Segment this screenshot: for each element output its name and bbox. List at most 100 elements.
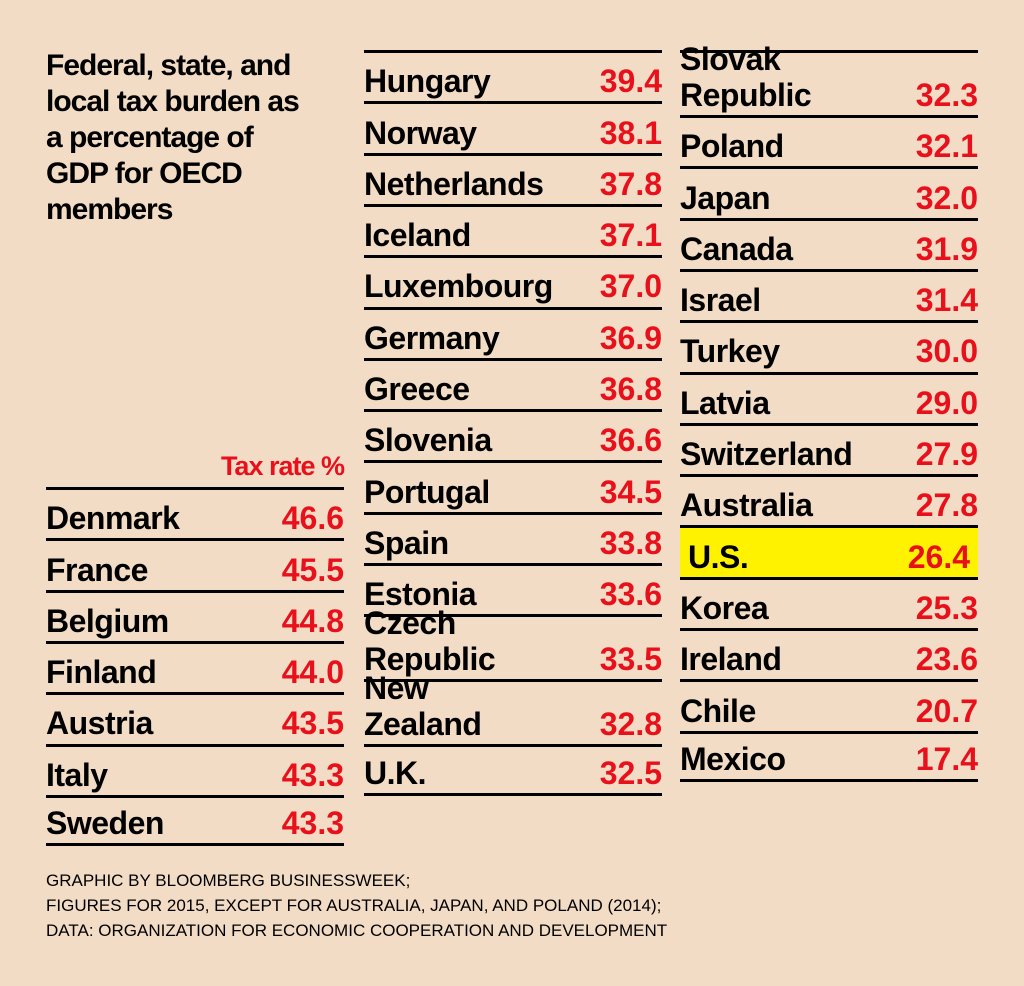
country-name: Switzerland xyxy=(680,436,853,473)
table-row: Belgium 44.8 xyxy=(46,589,344,641)
country-name: Israel xyxy=(680,282,761,319)
table-row: Poland 32.1 xyxy=(680,115,978,166)
country-name: Greece xyxy=(364,371,470,408)
tax-rate-value: 43.3 xyxy=(281,756,344,793)
country-name: France xyxy=(46,551,148,588)
table-row: Greece 36.8 xyxy=(364,357,662,409)
table-row: New Zealand 32.8 xyxy=(364,670,662,744)
country-name: Slovak Republic xyxy=(680,41,812,113)
table-row: Slovenia 36.6 xyxy=(364,409,662,460)
country-name: Turkey xyxy=(680,333,780,370)
table-row: Denmark 46.6 xyxy=(46,487,344,538)
table-row: Slovak Republic 32.3 xyxy=(680,41,978,115)
source-line-1: GRAPHIC BY BLOOMBERG BUSINESSWEEK; xyxy=(46,871,411,890)
country-name: U.K. xyxy=(364,754,427,791)
country-name: Sweden xyxy=(46,805,164,842)
tax-rate-value: 46.6 xyxy=(281,500,344,537)
country-name: U.S. xyxy=(688,538,749,575)
country-name: Italy xyxy=(46,756,108,793)
tax-rate-value: 31.4 xyxy=(915,282,978,319)
tax-rate-value: 32.1 xyxy=(915,128,978,165)
table-column-2: Hungary 39.4 Norway 38.1 Netherlands 37.8 Icel… xyxy=(364,50,662,796)
country-name: Spain xyxy=(364,524,449,561)
country-name: Finland xyxy=(46,654,157,691)
tax-rate-value: 45.5 xyxy=(281,551,344,588)
source-line-2: FIGURES FOR 2015, EXCEPT FOR AUSTRALIA, … xyxy=(46,896,662,915)
country-name: Norway xyxy=(364,114,477,151)
table-row: Australia 27.8 xyxy=(680,474,978,525)
country-name: Denmark xyxy=(46,500,180,537)
tax-rate-value: 20.7 xyxy=(915,692,978,729)
tax-rate-value: 32.0 xyxy=(915,179,978,216)
tax-rate-value: 27.8 xyxy=(915,487,978,524)
tax-rate-value: 29.0 xyxy=(915,384,978,421)
table-column-1: Tax rate % Denmark 46.6 France 45.5 Belgium 4… xyxy=(46,451,345,847)
tax-rate-value: 43.5 xyxy=(281,705,344,742)
country-name: Estonia xyxy=(364,576,477,613)
table-row: Czech Republic 33.5 xyxy=(364,605,662,679)
country-name: Germany xyxy=(364,319,500,356)
table-row: U.K. 32.5 xyxy=(364,744,662,796)
country-name: Australia xyxy=(680,487,813,524)
tax-rate-value: 36.9 xyxy=(599,319,662,356)
tax-rate-value: 37.1 xyxy=(599,217,662,254)
tax-rate-value: 39.4 xyxy=(599,63,662,100)
table-row: Portugal 34.5 xyxy=(364,460,662,511)
tax-rate-value: 17.4 xyxy=(915,740,978,777)
table-row: Israel 31.4 xyxy=(680,268,978,320)
tax-rate-value: 37.0 xyxy=(599,268,662,305)
table-row: Korea 25.3 xyxy=(680,576,978,628)
table-row: Iceland 37.1 xyxy=(364,203,662,255)
tax-rate-value: 27.9 xyxy=(915,436,978,473)
tax-rate-value: 44.8 xyxy=(281,602,344,639)
table-row: Finland 44.0 xyxy=(46,640,344,692)
country-name: Mexico xyxy=(680,740,786,777)
country-name: Canada xyxy=(680,230,793,267)
country-name: Poland xyxy=(680,128,784,165)
table-row: Latvia 29.0 xyxy=(680,371,978,423)
table-row: Chile 20.7 xyxy=(680,679,978,730)
table-row: Japan 32.0 xyxy=(680,166,978,217)
table-row: Ireland 23.6 xyxy=(680,628,978,679)
tax-rate-value: 25.3 xyxy=(915,589,978,626)
country-name: Latvia xyxy=(680,384,770,421)
country-name: Slovenia xyxy=(364,422,492,459)
tax-rate-value: 34.5 xyxy=(599,473,662,510)
country-name: Luxembourg xyxy=(364,268,553,305)
country-name: Austria xyxy=(46,705,153,742)
table-row: Turkey 30.0 xyxy=(680,320,978,371)
table-row: Mexico 17.4 xyxy=(680,730,978,782)
tax-rate-value: 43.3 xyxy=(281,805,344,842)
table-row: Canada 31.9 xyxy=(680,217,978,269)
table-column-3: Slovak Republic 32.3 Poland 32.1 Japan 32.0 Ca… xyxy=(680,41,978,782)
table-row: Luxembourg 37.0 xyxy=(364,255,662,306)
source-line-3: DATA: ORGANIZATION FOR ECONOMIC COOPERAT… xyxy=(46,921,668,940)
table-row: Hungary 39.4 xyxy=(364,50,662,101)
country-name: New Zealand xyxy=(364,670,482,743)
country-name: Ireland xyxy=(680,641,782,678)
tax-rate-header: Tax rate % xyxy=(220,451,345,481)
tax-rate-value: 33.6 xyxy=(599,576,662,613)
source-note: GRAPHIC BY BLOOMBERG BUSINESSWEEK; FIGUR… xyxy=(46,868,667,943)
country-name: Portugal xyxy=(364,473,490,510)
country-name: Japan xyxy=(680,179,770,216)
table-row: U.S. 26.4 xyxy=(680,525,978,577)
tax-rate-value: 36.6 xyxy=(599,422,662,459)
tax-rate-value: 33.5 xyxy=(599,641,662,678)
table-row: Austria 43.5 xyxy=(46,692,344,743)
chart-title: Federal, state, and local tax burden as … xyxy=(46,49,300,226)
tax-rate-value: 23.6 xyxy=(915,641,978,678)
country-name: Belgium xyxy=(46,602,169,639)
table-row: Sweden 43.3 xyxy=(46,794,344,847)
table-row: Norway 38.1 xyxy=(364,101,662,152)
country-name: Hungary xyxy=(364,63,491,100)
tax-rate-value: 36.8 xyxy=(599,371,662,408)
country-name: Korea xyxy=(680,589,769,626)
tax-rate-value: 26.4 xyxy=(907,538,970,575)
country-name: Chile xyxy=(680,692,756,729)
table-row: France 45.5 xyxy=(46,538,344,589)
country-name: Netherlands xyxy=(364,165,544,202)
tax-rate-value: 37.8 xyxy=(599,165,662,202)
table-row: Germany 36.9 xyxy=(364,306,662,358)
tax-rate-value: 32.5 xyxy=(599,754,662,791)
